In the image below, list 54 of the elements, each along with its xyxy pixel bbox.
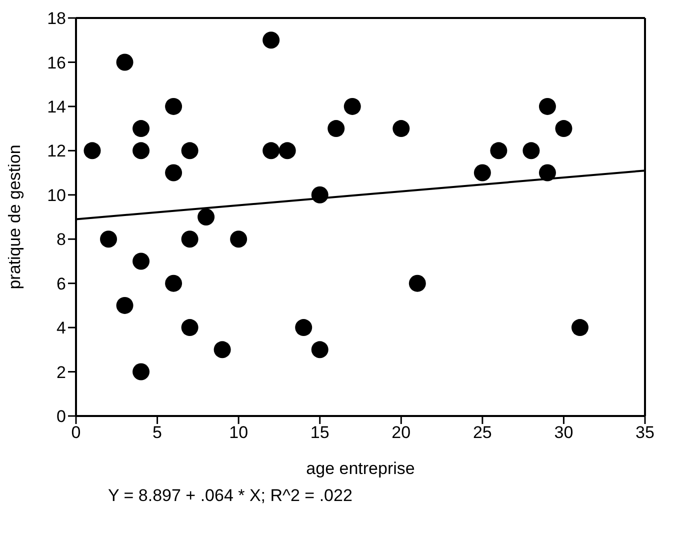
y-tick-label: 18 bbox=[47, 9, 66, 28]
x-tick-label: 15 bbox=[310, 423, 330, 442]
y-tick-label: 0 bbox=[56, 407, 66, 426]
point bbox=[132, 142, 150, 160]
point bbox=[100, 230, 118, 248]
x-tick-label: 10 bbox=[229, 423, 248, 442]
point bbox=[116, 296, 134, 314]
point bbox=[262, 142, 280, 160]
x-tick-label: 25 bbox=[472, 423, 492, 442]
point bbox=[278, 142, 296, 160]
y-tick-label: 14 bbox=[47, 97, 66, 116]
point bbox=[392, 120, 410, 138]
point bbox=[571, 319, 588, 336]
x-tick-label: 5 bbox=[152, 423, 162, 442]
point bbox=[262, 32, 280, 49]
point bbox=[132, 252, 150, 270]
y-tick-label: 10 bbox=[47, 186, 66, 205]
point bbox=[214, 341, 231, 358]
text: Y = 8.897 + .064 * X; R^2 = .022 bbox=[108, 486, 352, 506]
point bbox=[474, 164, 491, 182]
point bbox=[295, 319, 312, 336]
point bbox=[522, 142, 540, 160]
point bbox=[408, 274, 426, 292]
point bbox=[538, 98, 556, 115]
x-tick-label: 35 bbox=[636, 423, 654, 442]
point bbox=[165, 164, 182, 182]
x-axis-title: age entreprise bbox=[306, 459, 415, 478]
point bbox=[198, 208, 215, 226]
y-tick-label: 8 bbox=[56, 230, 66, 250]
y-tick-label: 16 bbox=[47, 53, 66, 72]
y-tick-label: 12 bbox=[47, 142, 66, 161]
point bbox=[538, 164, 556, 182]
point bbox=[132, 120, 150, 138]
point bbox=[311, 341, 328, 358]
point bbox=[555, 120, 572, 138]
point bbox=[490, 142, 508, 160]
x-tick-label: 30 bbox=[554, 423, 574, 442]
y-tick-label: 6 bbox=[56, 274, 66, 294]
point bbox=[344, 98, 361, 115]
x-tick-label: 20 bbox=[392, 423, 411, 442]
point bbox=[181, 230, 198, 248]
y-tick-label: 4 bbox=[56, 318, 66, 338]
point bbox=[116, 54, 134, 71]
point bbox=[230, 230, 248, 248]
point bbox=[181, 142, 198, 160]
y-tick-label: 2 bbox=[56, 362, 66, 382]
point bbox=[84, 142, 101, 160]
point bbox=[132, 363, 150, 380]
point bbox=[165, 98, 182, 115]
x-tick-label: 0 bbox=[71, 423, 81, 442]
y-axis-title: pratique de gestion bbox=[5, 144, 24, 290]
point bbox=[181, 319, 198, 336]
point bbox=[165, 274, 182, 292]
point bbox=[328, 120, 345, 138]
